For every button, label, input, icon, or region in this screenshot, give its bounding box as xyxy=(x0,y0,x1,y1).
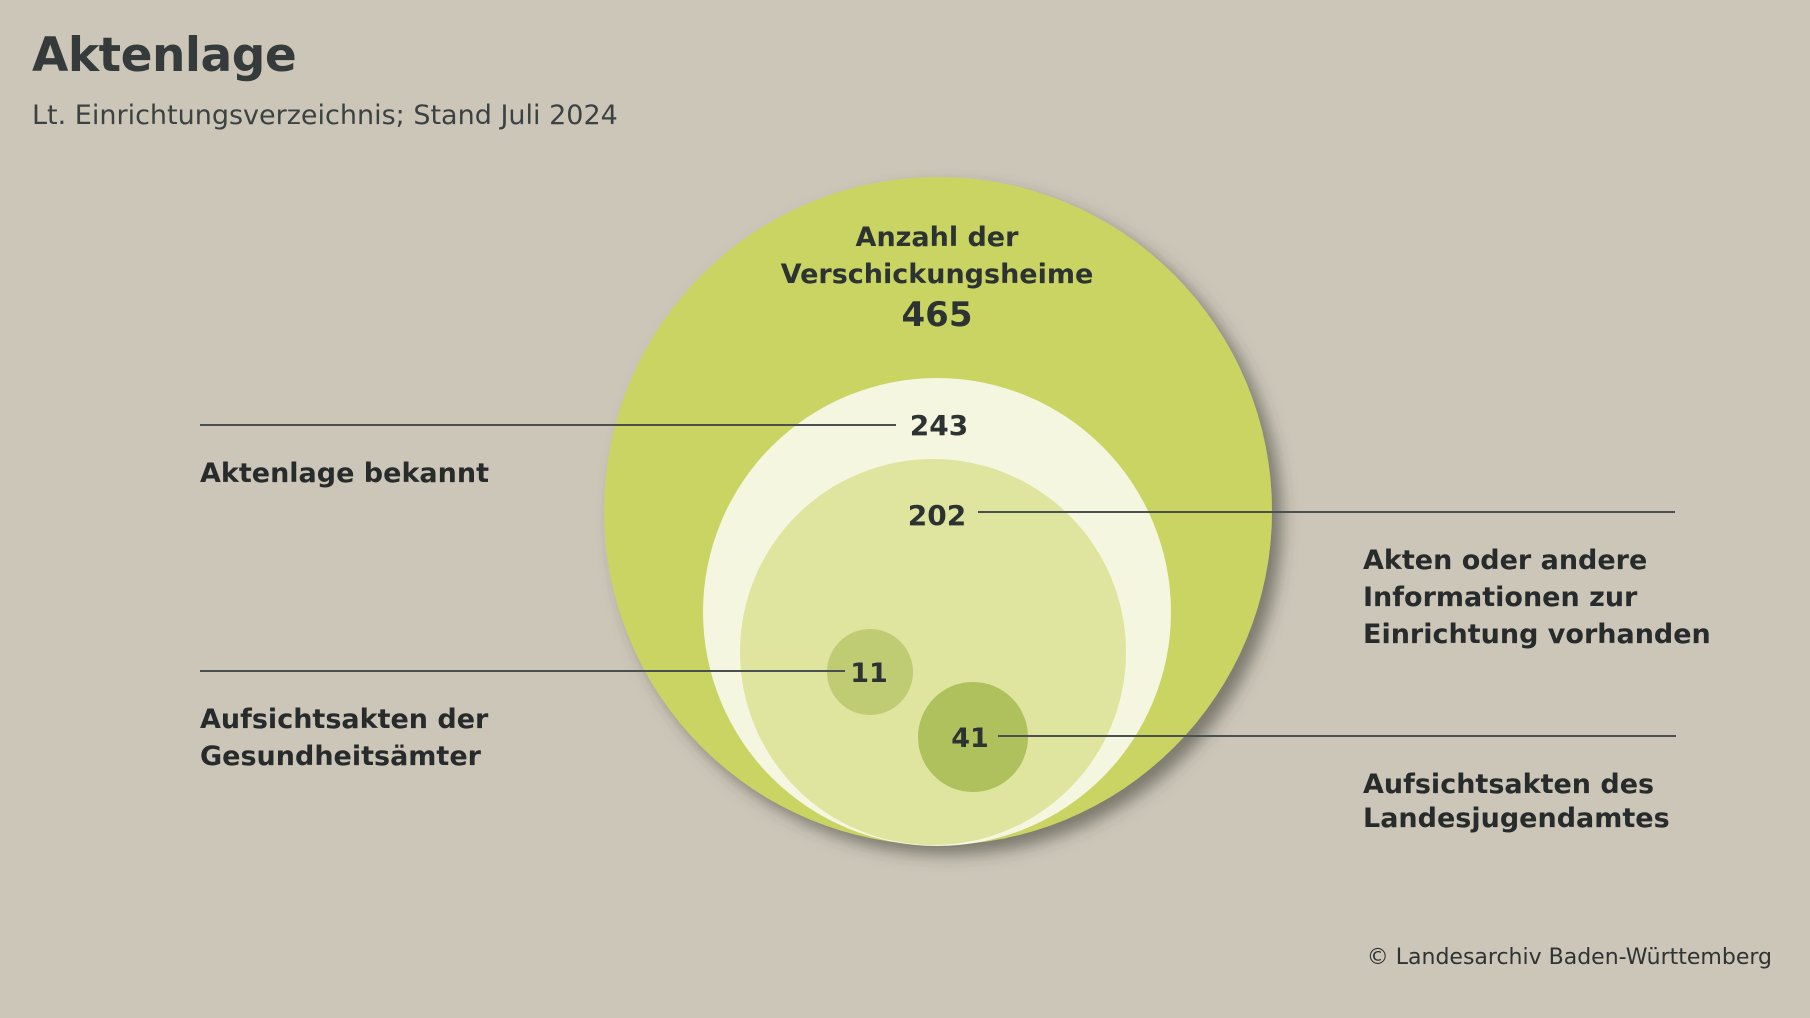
circle-health-authority xyxy=(827,629,913,715)
circle-records-available xyxy=(740,459,1126,845)
label-health-authority: Aufsichtsakten der Gesundheitsämter xyxy=(200,701,488,775)
label-available-line3: Einrichtung vorhanden xyxy=(1363,619,1711,650)
label-available-line2: Informationen zur xyxy=(1363,582,1638,613)
total-label-line1: Anzahl der xyxy=(856,222,1020,253)
label-records-known-text: Aktenlage bekannt xyxy=(200,458,489,489)
label-available-line1: Akten oder andere xyxy=(1363,545,1648,576)
label-health-line1: Aufsichtsakten der xyxy=(200,704,489,735)
available-value: 202 xyxy=(908,499,966,532)
copyright-notice: © Landesarchiv Baden-Württemberg xyxy=(1366,945,1772,970)
label-youth-line1: Aufsichtsakten des xyxy=(1363,769,1655,800)
label-youth-office: Aufsichtsakten des Landesjugendamtes xyxy=(1363,768,1670,836)
youth-value: 41 xyxy=(951,723,989,754)
total-label-line2: Verschickungsheime xyxy=(781,259,1094,290)
label-records-known: Aktenlage bekannt xyxy=(200,455,489,492)
total-value: 465 xyxy=(902,295,973,335)
label-youth-line2: Landesjugendamtes xyxy=(1363,803,1670,834)
known-value: 243 xyxy=(910,409,968,442)
health-value: 11 xyxy=(850,658,888,689)
label-records-available: Akten oder andere Informationen zur Einr… xyxy=(1363,542,1711,653)
label-health-line2: Gesundheitsämter xyxy=(200,741,481,772)
circle-youth-office xyxy=(918,682,1028,792)
page-title: Aktenlage xyxy=(32,28,297,83)
page-subtitle: Lt. Einrichtungsverzeichnis; Stand Juli … xyxy=(32,100,618,131)
